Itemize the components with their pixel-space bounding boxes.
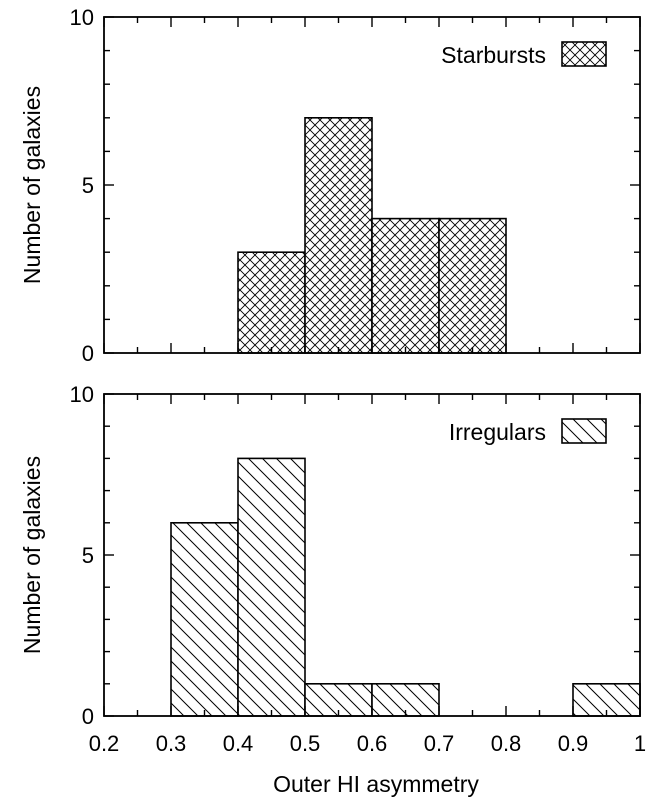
starbursts-panel: 0 5 10 Number of galaxies Starbursts — [19, 5, 641, 366]
x-tick-label: 0.3 — [156, 731, 187, 756]
x-tick-label: 0.8 — [491, 731, 522, 756]
histogram-bar-3 — [438, 217, 507, 354]
y-tick-label: 5 — [82, 173, 94, 198]
histogram-bar-1 — [237, 457, 306, 717]
y-tick-label: 5 — [82, 543, 94, 568]
histogram-bar-2 — [371, 217, 440, 354]
y-tick-label: 10 — [70, 382, 94, 407]
histogram-bar-1 — [304, 117, 373, 354]
y-axis-title: Number of galaxies — [19, 86, 45, 284]
y-tick-label: 0 — [82, 341, 94, 366]
legend-label: Irregulars — [449, 419, 546, 445]
legend-swatch — [561, 418, 607, 444]
x-axis-title: Outer HI asymmetry — [273, 771, 479, 797]
y-tick-label: 10 — [70, 5, 94, 30]
x-tick-label: 0.4 — [223, 731, 254, 756]
irregulars-panel: 0 5 10 Number of galaxies Irregulars 0.2 0.3 0.… — [19, 382, 646, 797]
x-tick-label: 1 — [634, 731, 646, 756]
y-axis-title: Number of galaxies — [19, 456, 45, 654]
x-tick-label: 0.9 — [558, 731, 589, 756]
x-tick-label: 0.5 — [290, 731, 321, 756]
legend-swatch — [561, 41, 607, 67]
x-tick-label: 0.6 — [357, 731, 388, 756]
histogram-bar-0 — [237, 251, 306, 354]
x-tick-label: 0.2 — [89, 731, 120, 756]
histogram-bar-0 — [170, 521, 239, 717]
y-tick-label: 0 — [82, 704, 94, 729]
legend-label: Starbursts — [441, 42, 546, 68]
x-tick-label: 0.7 — [424, 731, 455, 756]
